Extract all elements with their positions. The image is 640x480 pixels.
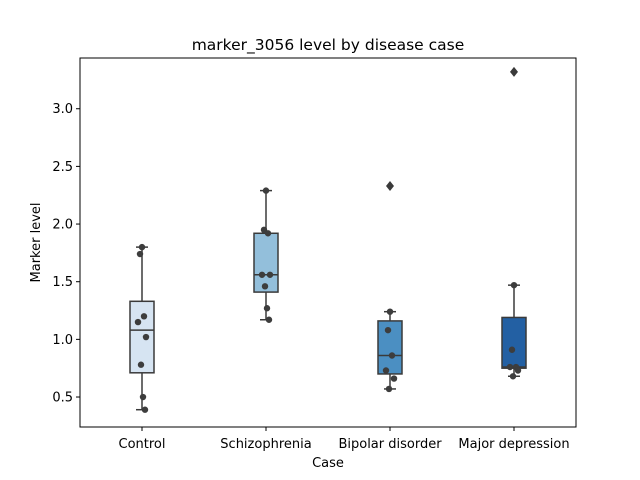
data-point <box>262 187 270 194</box>
data-point <box>386 308 394 315</box>
data-point <box>508 346 516 353</box>
data-point <box>261 283 269 290</box>
x-axis-label: Case <box>312 456 344 471</box>
data-point <box>509 373 517 380</box>
box-iqr <box>253 232 279 293</box>
data-point <box>384 326 392 334</box>
data-point <box>385 385 393 393</box>
data-point <box>140 313 148 320</box>
data-point <box>514 367 522 374</box>
outlier-marker <box>385 180 395 191</box>
y-tick-label: 1.0 <box>52 333 73 348</box>
box-group-bipolar-disorder <box>377 180 403 393</box>
plot-area <box>80 58 576 427</box>
chart-axes: 0.5 1.0 1.5 2.0 2.5 3.0 Control Schizophrenia Bi… <box>52 102 569 452</box>
data-point <box>388 352 396 359</box>
y-axis-label: Marker level <box>29 203 44 283</box>
data-point <box>263 305 271 312</box>
data-point <box>258 271 266 278</box>
data-point <box>382 367 390 374</box>
box-group-major-depression <box>501 66 527 380</box>
y-tick-label: 1.5 <box>52 275 73 290</box>
x-tick-label: Major depression <box>458 437 569 452</box>
x-tick-label: Bipolar disorder <box>338 437 442 452</box>
data-point <box>138 243 146 251</box>
data-point <box>265 316 273 323</box>
data-point <box>506 363 514 371</box>
box-iqr <box>129 300 155 374</box>
chart-title: marker_3056 level by disease case <box>192 36 465 55</box>
data-point <box>266 271 274 278</box>
x-tick-label: Schizophrenia <box>220 437 311 452</box>
box-iqr <box>501 316 527 369</box>
data-point <box>510 281 518 289</box>
outlier-marker <box>509 66 519 77</box>
y-tick-label: 0.5 <box>52 391 73 406</box>
x-tick-label: Control <box>119 437 166 452</box>
data-point <box>134 318 142 326</box>
data-point <box>142 333 150 341</box>
y-tick-label: 2.0 <box>52 218 73 233</box>
box-group-schizophrenia <box>253 187 279 323</box>
data-point <box>141 406 149 413</box>
y-tick-label: 2.5 <box>52 160 73 175</box>
data-point <box>136 250 144 258</box>
data-point <box>139 393 147 401</box>
plot-frame <box>79 57 577 428</box>
box-group-control <box>129 243 155 413</box>
data-point <box>137 361 145 368</box>
chart-marks <box>129 66 527 413</box>
data-point <box>264 230 272 237</box>
data-point <box>390 375 398 382</box>
y-tick-label: 3.0 <box>52 102 73 117</box>
